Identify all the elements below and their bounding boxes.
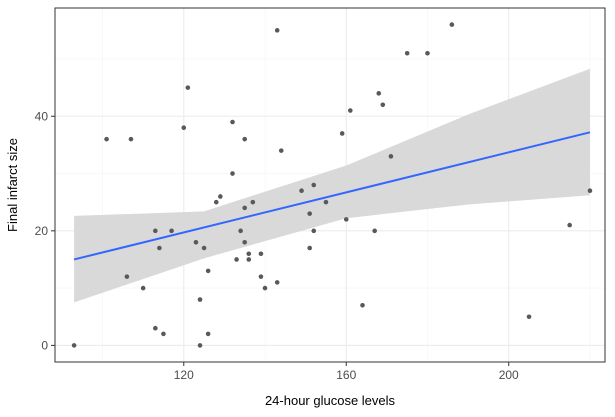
data-point	[124, 274, 130, 279]
data-point	[140, 285, 146, 291]
data-point	[339, 131, 345, 136]
data-point	[242, 136, 247, 142]
data-point	[153, 325, 158, 331]
data-point	[311, 182, 317, 188]
data-point	[234, 257, 239, 262]
data-point	[161, 331, 166, 337]
axis-ticks: 120 160 200 0 20 40	[35, 109, 519, 382]
data-point	[311, 228, 317, 234]
panel-border	[54, 7, 606, 363]
data-point	[372, 228, 377, 234]
data-point	[197, 343, 203, 348]
data-point	[299, 188, 304, 194]
y-tick-label: 40	[35, 109, 49, 123]
data-point	[348, 108, 353, 113]
data-point	[262, 285, 268, 291]
data-point	[185, 85, 191, 90]
data-point	[360, 302, 365, 308]
data-point	[230, 119, 235, 125]
data-point	[258, 251, 264, 257]
data-point	[213, 199, 219, 205]
y-axis-title: Final infarct size	[5, 138, 20, 232]
regression-line	[73, 131, 591, 261]
x-axis-title: 24-hour glucose levels	[265, 393, 396, 408]
x-tick-label: 160	[336, 368, 356, 382]
data-point	[278, 148, 284, 153]
data-point	[205, 268, 211, 274]
data-point	[157, 245, 162, 251]
data-point	[425, 50, 430, 56]
data-point	[307, 211, 312, 216]
data-point	[230, 171, 235, 176]
data-point	[201, 245, 207, 251]
data-point	[274, 28, 280, 33]
data-point	[153, 228, 158, 234]
data-point	[323, 199, 329, 205]
y-tick-label: 20	[35, 224, 49, 238]
data-point	[449, 22, 455, 27]
data-point	[242, 205, 247, 211]
data-point	[343, 217, 349, 222]
data-point	[104, 136, 109, 142]
confidence-ribbon	[74, 68, 590, 303]
x-tick-label: 200	[499, 368, 519, 382]
data-point	[587, 188, 593, 194]
data-point	[567, 222, 572, 228]
data-point	[218, 194, 223, 199]
data-point	[307, 245, 312, 251]
data-point	[246, 251, 252, 257]
data-point	[376, 91, 382, 96]
y-tick-label: 0	[41, 338, 48, 352]
data-point	[274, 280, 280, 285]
x-tick-label: 120	[174, 368, 194, 382]
data-point	[193, 239, 199, 245]
data-point	[197, 297, 203, 302]
data-point	[380, 102, 386, 108]
data-point	[169, 228, 174, 234]
data-point	[181, 125, 187, 131]
data-point	[388, 154, 394, 159]
data-point	[404, 50, 410, 56]
data-point	[71, 343, 77, 348]
data-point	[258, 274, 264, 279]
data-points	[71, 22, 593, 348]
data-point	[205, 331, 211, 337]
data-point	[250, 199, 256, 205]
data-point	[128, 136, 134, 142]
data-point	[242, 239, 247, 245]
data-point	[246, 257, 252, 262]
data-point	[526, 314, 532, 320]
data-point	[238, 228, 243, 234]
